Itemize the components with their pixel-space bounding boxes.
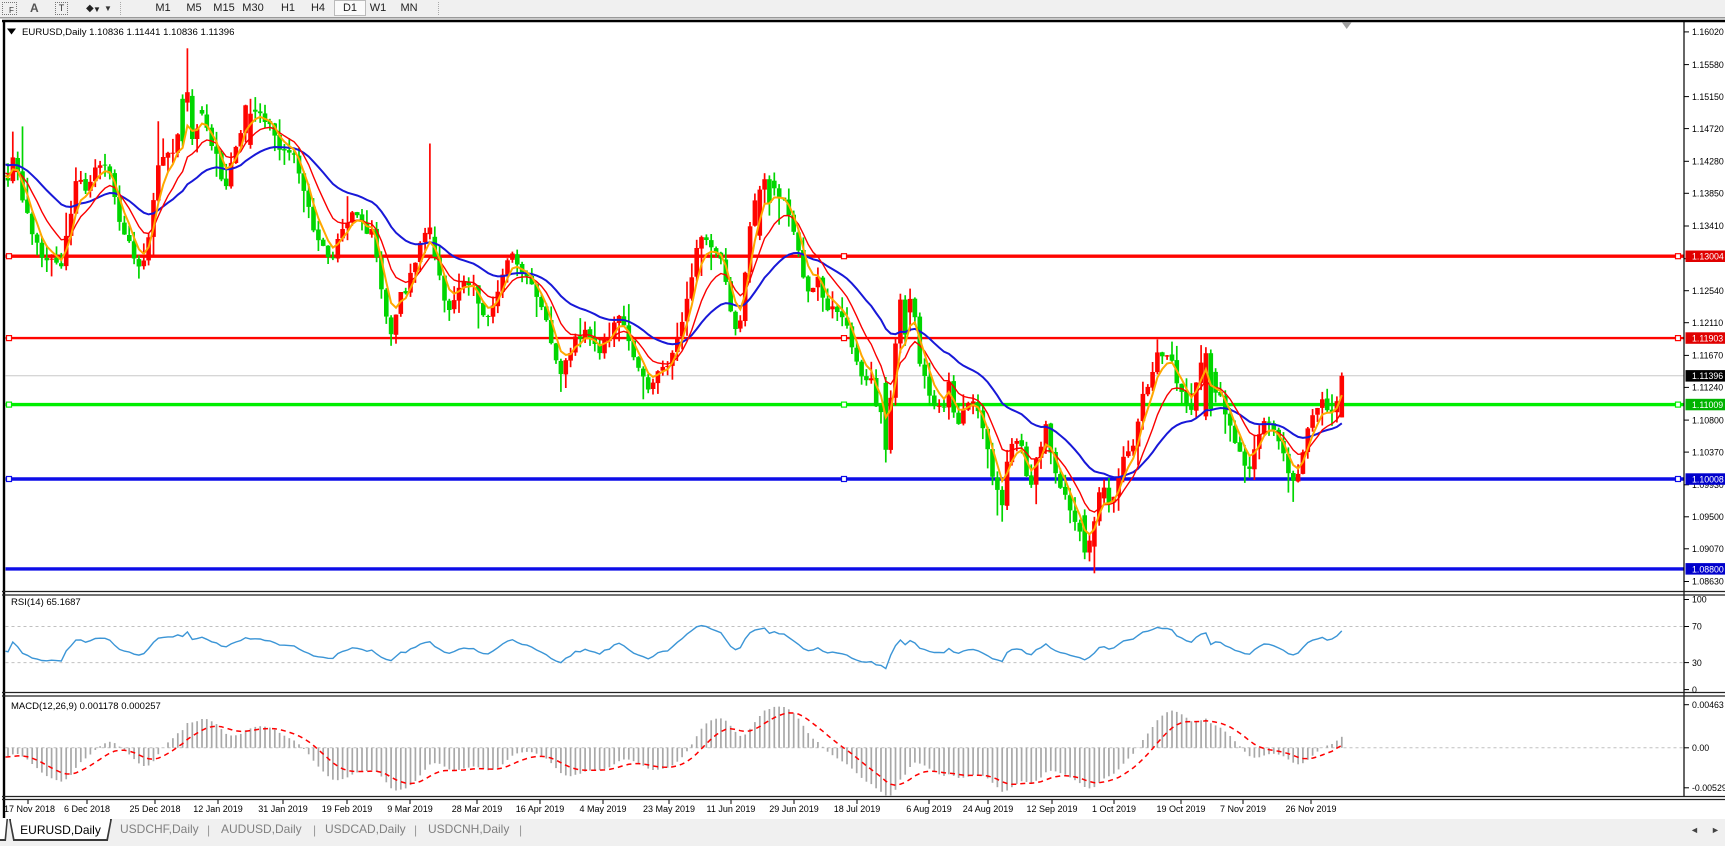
svg-text:1.08630: 1.08630 [1692, 577, 1724, 587]
svg-text:12 Sep 2019: 12 Sep 2019 [1026, 804, 1077, 814]
svg-text:26 Nov 2019: 26 Nov 2019 [1285, 804, 1336, 814]
svg-text:1.08800: 1.08800 [1692, 564, 1724, 574]
svg-text:70: 70 [1692, 622, 1702, 632]
svg-text:7 Nov 2019: 7 Nov 2019 [1220, 804, 1266, 814]
svg-text:0.00: 0.00 [1692, 743, 1709, 753]
svg-text:MACD(12,26,9) 0.001178 0.00025: MACD(12,26,9) 0.001178 0.000257 [11, 701, 161, 712]
svg-text:23 May 2019: 23 May 2019 [643, 804, 695, 814]
svg-text:1.11240: 1.11240 [1692, 383, 1723, 393]
svg-text:28 Mar 2019: 28 Mar 2019 [452, 804, 503, 814]
svg-text:30: 30 [1692, 658, 1702, 668]
svg-text:1.12540: 1.12540 [1692, 286, 1724, 296]
svg-text:1.14720: 1.14720 [1692, 124, 1724, 134]
svg-text:25 Dec 2018: 25 Dec 2018 [129, 804, 180, 814]
svg-text:100: 100 [1692, 595, 1707, 605]
svg-text:1.12110: 1.12110 [1692, 318, 1723, 328]
svg-text:1.15580: 1.15580 [1692, 60, 1724, 70]
svg-text:1.11670: 1.11670 [1692, 351, 1723, 361]
svg-text:4 May 2019: 4 May 2019 [579, 804, 626, 814]
svg-text:16 Apr 2019: 16 Apr 2019 [516, 804, 565, 814]
svg-text:6 Dec 2018: 6 Dec 2018 [64, 804, 110, 814]
svg-text:1.10008: 1.10008 [1692, 474, 1724, 484]
svg-text:1.11009: 1.11009 [1692, 400, 1723, 410]
svg-text:-0.00529: -0.00529 [1692, 783, 1725, 793]
svg-text:6 Aug 2019: 6 Aug 2019 [906, 804, 952, 814]
svg-text:19 Feb 2019: 19 Feb 2019 [322, 804, 373, 814]
svg-text:24 Aug 2019: 24 Aug 2019 [963, 804, 1014, 814]
svg-text:1.15150: 1.15150 [1692, 92, 1724, 102]
svg-text:1.14280: 1.14280 [1692, 157, 1724, 167]
svg-text:1.13004: 1.13004 [1692, 252, 1724, 262]
svg-text:19 Oct 2019: 19 Oct 2019 [1156, 804, 1205, 814]
svg-text:1.09930: 1.09930 [1692, 480, 1724, 490]
svg-text:0: 0 [1692, 685, 1697, 695]
svg-text:1.09070: 1.09070 [1692, 544, 1724, 554]
svg-text:18 Jul 2019: 18 Jul 2019 [834, 804, 881, 814]
svg-text:11 Jun 2019: 11 Jun 2019 [707, 804, 756, 814]
svg-text:1.09500: 1.09500 [1692, 512, 1724, 522]
svg-text:1.10370: 1.10370 [1692, 447, 1724, 457]
svg-text:9 Mar 2019: 9 Mar 2019 [387, 804, 433, 814]
svg-text:0.00463: 0.00463 [1692, 700, 1724, 710]
svg-text:31 Jan 2019: 31 Jan 2019 [258, 804, 308, 814]
svg-text:17 Nov 2018: 17 Nov 2018 [4, 804, 55, 814]
svg-text:29 Jun 2019: 29 Jun 2019 [769, 804, 819, 814]
svg-text:EURUSD,Daily 1.10836 1.11441: EURUSD,Daily 1.10836 1.11441 1.10836 1.1… [22, 27, 234, 38]
svg-text:1.13850: 1.13850 [1692, 189, 1724, 199]
svg-text:1.10800: 1.10800 [1692, 415, 1724, 425]
svg-text:12 Jan 2019: 12 Jan 2019 [193, 804, 243, 814]
svg-text:1.11396: 1.11396 [1692, 371, 1723, 381]
svg-text:1.11903: 1.11903 [1692, 334, 1723, 344]
svg-text:1 Oct 2019: 1 Oct 2019 [1092, 804, 1136, 814]
svg-text:1.16020: 1.16020 [1692, 27, 1724, 37]
svg-text:1.13410: 1.13410 [1692, 221, 1724, 231]
svg-text:RSI(14) 65.1687: RSI(14) 65.1687 [11, 597, 81, 608]
